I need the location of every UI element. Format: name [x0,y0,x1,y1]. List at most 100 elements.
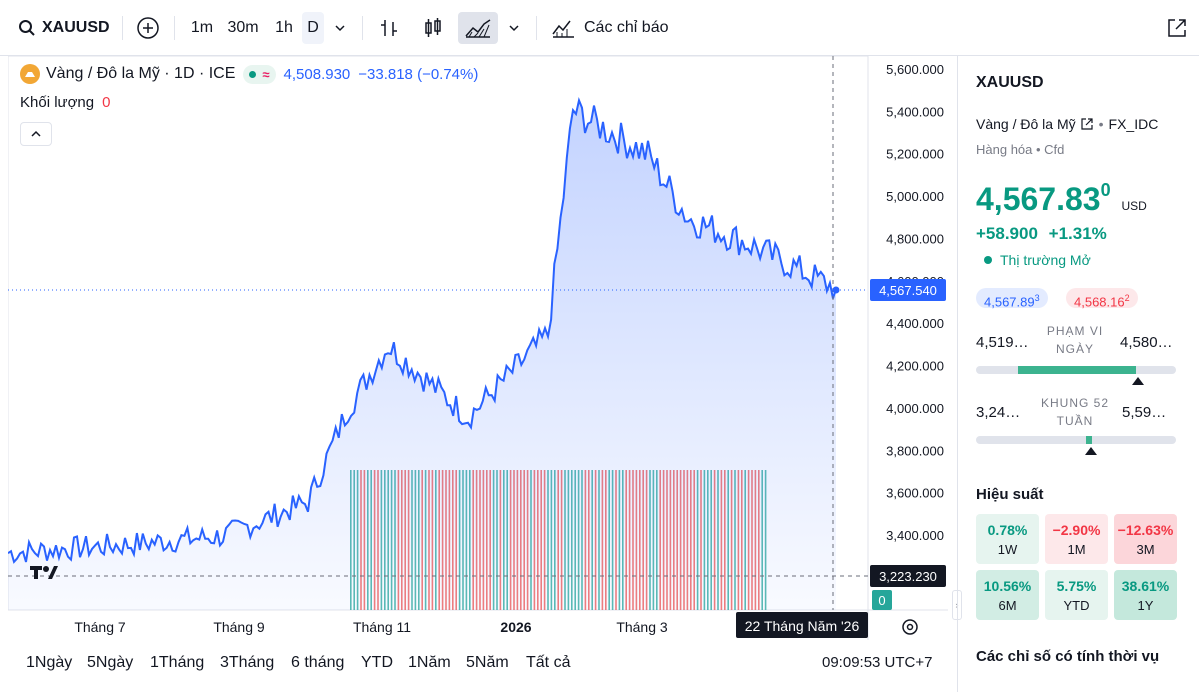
interval-30m[interactable]: 30m [227,19,259,36]
panel-exchange: FX_IDC [1108,116,1159,132]
time-tick-label: Tháng 11 [353,619,411,635]
indicators-label: Các chỉ báo [584,19,669,36]
seasonals-title: Các chỉ số có tính thời vụ [976,648,1160,665]
volume-tag [872,590,892,610]
perf-period: YTD [1063,597,1090,613]
day-range-label-1: PHẠM VI [1046,324,1104,338]
current-price-tag-text: 4,567.540 [879,283,937,298]
open-in-new-window-button[interactable] [1162,12,1192,44]
chart-panel[interactable]: 5,600.000 5,400.000 5,200.000 5,000.000 4,80… [8,56,948,640]
bar-chart-type-button[interactable] [372,12,406,44]
day-range-label-2: NGÀY [1055,342,1094,356]
indicators-icon [552,20,574,38]
perf-value: −12.63% [1117,521,1174,538]
perf-cell-1m[interactable]: −2.90% 1M [1045,514,1108,564]
perf-value: 0.78% [987,521,1028,538]
price-tick-label: 5,200.000 [886,147,944,162]
week52-label-1: KHUNG 52 [1040,396,1110,410]
price-tick-label: 4,800.000 [886,231,944,246]
price-chart[interactable]: 5,600.000 5,400.000 5,200.000 5,000.000 4,80… [8,56,948,640]
chart-legend: Vàng / Đô la Mỹ · 1D · ICE ≈ 4,508.930 −… [20,64,478,84]
market-status: Thị trường Mở [984,252,1091,268]
range-1-month[interactable]: 1Tháng [150,654,205,671]
interval-dropdown-button[interactable] [328,12,352,44]
ask-value: 4,568.16 [1074,294,1125,310]
volume-legend: Khối lượng 0 [20,94,110,111]
price-tick-label: 5,000.000 [886,189,944,204]
compare-symbol-button[interactable] [132,12,164,44]
perf-period: 1W [997,541,1018,557]
price-tick-label: 5,600.000 [886,62,944,77]
range-1-day[interactable]: 1Ngày [26,654,73,671]
ask-pill: 4,568.162 [1066,288,1138,310]
range-1-year[interactable]: 1Năm [408,654,451,671]
price-area-fill [8,100,836,611]
chevron-down-icon [509,25,519,32]
price-tick-label: 4,200.000 [886,359,944,374]
range-3-months[interactable]: 3Tháng [220,654,275,671]
perf-cell-ytd[interactable]: 5.75% YTD [1045,570,1108,620]
crosshair-price-tag [870,565,946,587]
legend-title: Vàng / Đô la Mỹ · 1D · ICE [46,65,236,82]
symbol-search-button[interactable]: XAUUSD [10,12,110,44]
bid-value: 4,567.89 [984,294,1035,310]
week52-high: 5,59… [1122,404,1167,421]
perf-cell-1y[interactable]: 38.61% 1Y [1114,570,1177,620]
range-5-years[interactable]: 5Năm [466,654,509,671]
axis-settings-icon[interactable] [902,619,918,635]
time-tick-label: Tháng 9 [213,619,265,635]
interval-d[interactable]: D [302,12,324,44]
interval-1m[interactable]: 1m [190,19,214,36]
performance-title: Hiệu suất [976,486,1044,503]
panel-name[interactable]: Vàng / Đô la Mỹ [976,116,1076,132]
bid-pill: 4,567.893 [976,288,1048,310]
crosshair-date-tag-text: 22 Tháng Năm '26 [745,618,860,634]
market-open-dot-icon [984,256,992,264]
last-price-dot [832,286,840,294]
day-range-label: PHẠM VI NGÀY [1040,324,1110,356]
external-link-icon[interactable] [1080,117,1094,131]
bars-icon [381,20,397,36]
chart-type-dropdown-button[interactable] [502,12,526,44]
panel-change-pct: +1.31% [1048,224,1107,243]
day-range-low: 4,519… [976,334,1029,351]
week52-low: 3,24… [976,404,1021,421]
market-status-pill[interactable]: ≈ [243,64,276,84]
interval-1h[interactable]: 1h [275,19,293,36]
volume-value: 0 [102,94,111,111]
panel-currency: USD [1121,199,1147,213]
perf-cell-3m[interactable]: −12.63% 3M [1114,514,1177,564]
crosshair-price-tag-text: 3,223.230 [879,569,937,584]
day-range-bar [976,366,1176,374]
range-6-months[interactable]: 6 tháng [291,654,345,671]
panel-category: Hàng hóa • Cfd [976,142,1065,157]
chevron-up-icon [31,130,41,137]
range-all[interactable]: Tất cả [526,654,571,671]
market-open-dot-icon [249,70,257,78]
indicators-button[interactable]: Các chỉ báo [546,12,680,44]
perf-cell-1w[interactable]: 0.78% 1W [976,514,1039,564]
time-tick-label: 2026 [500,619,531,635]
panel-change: +58.900 [976,224,1038,243]
perf-cell-6m[interactable]: 10.56% 6M [976,570,1039,620]
legend-change: −33.818 (−0.74%) [358,65,479,83]
perf-value: 5.75% [1056,577,1097,594]
tradingview-logo-icon [30,566,58,579]
price-tick-label: 3,400.000 [886,528,944,543]
price-tick-label: 3,800.000 [886,443,944,458]
panel-price: 4,567.830 USD [976,180,1147,218]
collapse-legend-button[interactable] [20,122,52,146]
range-ytd[interactable]: YTD [361,654,393,671]
current-price-tag [870,279,946,301]
perf-period: 6M [998,597,1017,613]
perf-period: 1Y [1137,597,1154,613]
panel-name-row: Vàng / Đô la Mỹ • FX_IDC [976,116,1159,132]
panel-symbol: XAUUSD [976,74,1044,91]
perf-value: 10.56% [983,577,1032,594]
range-5-days[interactable]: 5Ngày [87,654,134,671]
area-chart-type-button[interactable] [458,12,498,44]
top-toolbar: XAUUSD 1m 30m 1h D Các chỉ báo [0,0,1199,56]
timezone-clock[interactable]: 09:09:53 UTC+7 [822,654,933,671]
candle-chart-type-button[interactable] [416,12,450,44]
price-tick-label: 3,600.000 [886,486,944,501]
